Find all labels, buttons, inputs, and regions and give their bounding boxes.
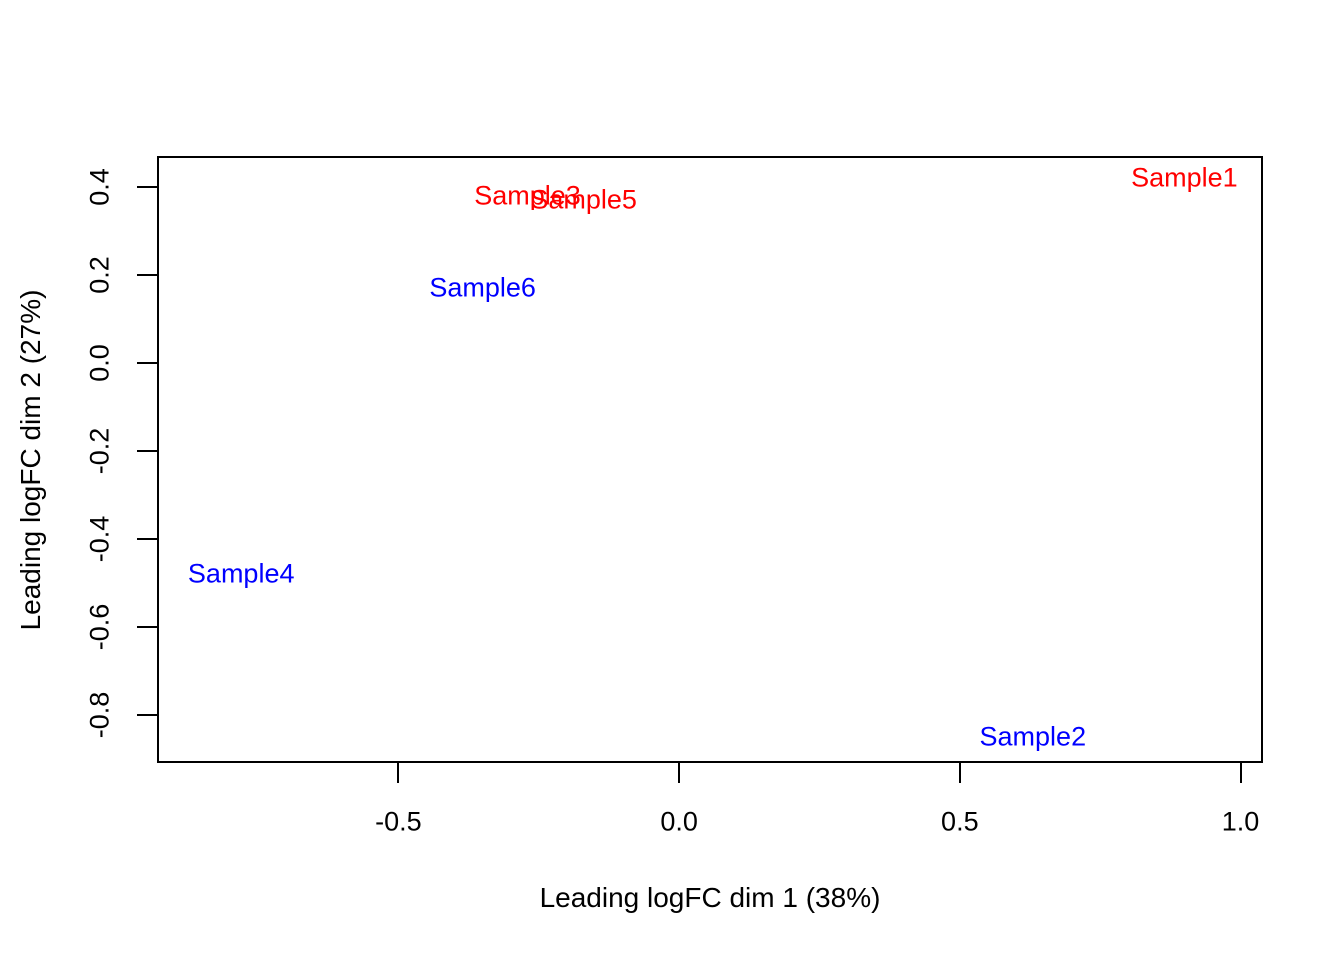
y-axis-tick [137, 185, 157, 188]
x-axis-tick [1239, 763, 1242, 783]
x-axis-tick-label: -0.5 [375, 806, 422, 837]
y-axis-tick-label: -0.6 [84, 603, 115, 650]
x-axis-tick-label: 0.0 [660, 806, 698, 837]
y-axis-tick [137, 449, 157, 452]
y-axis-tick-label: -0.2 [84, 427, 115, 474]
x-axis-tick [678, 763, 681, 783]
x-axis-tick-label: 0.5 [941, 806, 979, 837]
sample-label-sample4: Sample4 [187, 558, 295, 589]
y-axis-tick-label: -0.4 [84, 515, 115, 562]
y-axis-tick [137, 713, 157, 716]
sample-label-sample3: Sample3 [474, 180, 581, 211]
y-axis-tick [137, 537, 157, 540]
y-axis-tick [137, 625, 157, 628]
sample-label-sample1: Sample1 [1131, 162, 1238, 193]
sample-label-sample6: Sample6 [429, 272, 536, 303]
y-axis-tick-label: 0.2 [84, 255, 115, 294]
x-axis-title: Leading logFC dim 1 (38%) [539, 882, 881, 913]
x-axis-tick [958, 763, 961, 783]
y-axis-tick-label: 0.0 [84, 343, 115, 382]
x-axis-tick-label: 1.0 [1221, 806, 1260, 837]
y-axis-tick [137, 273, 157, 276]
sample-label-sample2: Sample2 [979, 721, 1087, 752]
y-axis-tick [137, 361, 157, 364]
x-axis-tick [397, 763, 400, 783]
y-axis-tick-label: -0.8 [84, 691, 115, 738]
plot-area [157, 156, 1263, 763]
y-axis-title: Leading logFC dim 2 (27%) [15, 289, 46, 631]
sample-label-sample5: Sample5 [530, 184, 637, 215]
y-axis-tick-label: 0.4 [84, 168, 115, 206]
